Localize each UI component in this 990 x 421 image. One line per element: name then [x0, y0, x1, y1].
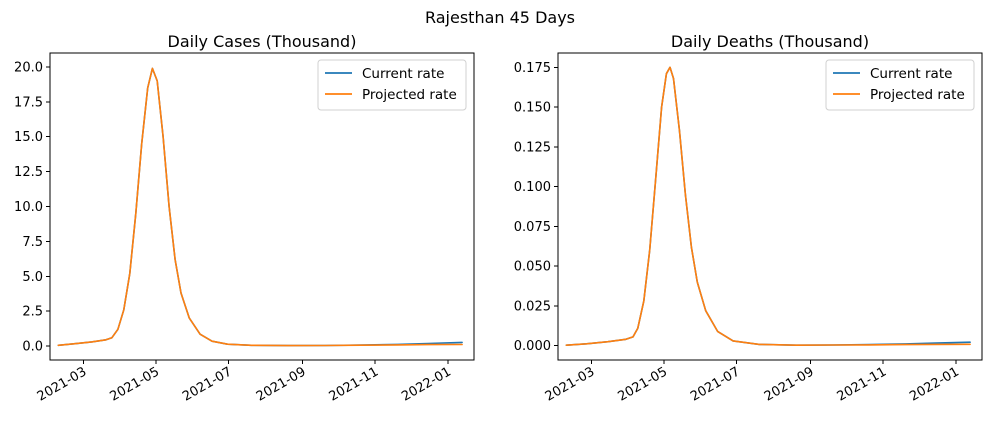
x-tick-label: 2021-05: [615, 364, 670, 404]
x-tick-label: 2022-01: [399, 364, 454, 404]
series-line-projected-rate: [57, 67, 463, 347]
chart-daily-deaths: 0.000 0.025 0.050 0.075 0.100 0.125 0.150 0.175…: [514, 32, 983, 405]
y-tick-label: 10.0: [14, 200, 43, 215]
x-tick-label: 2022-01: [907, 364, 962, 404]
legend-label: Current rate: [362, 66, 444, 82]
figure-suptitle: Rajesthan 45 Days: [425, 8, 575, 27]
x-tick-label: 2021-07: [180, 364, 235, 404]
x-tick-label: 2021-09: [254, 364, 309, 404]
x-tick-label: 2021-11: [835, 364, 890, 404]
y-tick-label: 0.025: [514, 299, 551, 314]
legend: Current rate Projected rate: [825, 59, 975, 111]
x-tick-label: 2021-09: [762, 364, 817, 404]
y-tick-label: 0.175: [514, 61, 551, 76]
legend-label: Projected rate: [362, 87, 457, 103]
legend-label: Projected rate: [870, 87, 965, 103]
legend: Current rate Projected rate: [317, 59, 467, 111]
y-tick-label: 0.050: [514, 260, 551, 275]
axes-frame: [557, 52, 983, 361]
axes-title: Daily Cases (Thousand): [168, 32, 357, 51]
y-tick-label: 0.100: [514, 180, 551, 195]
x-tick-label: 2021-03: [543, 364, 598, 404]
y-tick-label: 17.5: [14, 95, 43, 110]
axes-title: Daily Deaths (Thousand): [671, 32, 869, 51]
y-tick-label: 20.0: [14, 60, 43, 75]
legend-box: [317, 59, 467, 111]
series-line-projected-rate: [565, 66, 971, 347]
y-tick-label: 0.125: [514, 140, 551, 155]
y-tick-label: 0.075: [514, 220, 551, 235]
y-tick-label: 0.150: [514, 101, 551, 116]
y-tick-label: 15.0: [14, 130, 43, 145]
x-tick-label: 2021-11: [327, 364, 382, 404]
legend-label: Current rate: [870, 66, 952, 82]
y-tick-label: 12.5: [14, 165, 43, 180]
legend-box: [825, 59, 975, 111]
x-tick-label: 2021-07: [688, 364, 743, 404]
y-tick-label: 0.0: [22, 340, 43, 355]
y-tick-label: 2.5: [22, 305, 43, 320]
x-tick-label: 2021-03: [35, 364, 90, 404]
y-tick-label: 0.000: [514, 339, 551, 354]
x-tick-label: 2021-05: [107, 364, 162, 404]
y-tick-label: 5.0: [22, 270, 43, 285]
y-tick-label: 7.5: [22, 235, 43, 250]
chart-daily-cases: 0.0 2.5 5.0 7.5 10.0 12.5 15.0 17.5 20.0 2021-03 2…: [14, 32, 475, 405]
